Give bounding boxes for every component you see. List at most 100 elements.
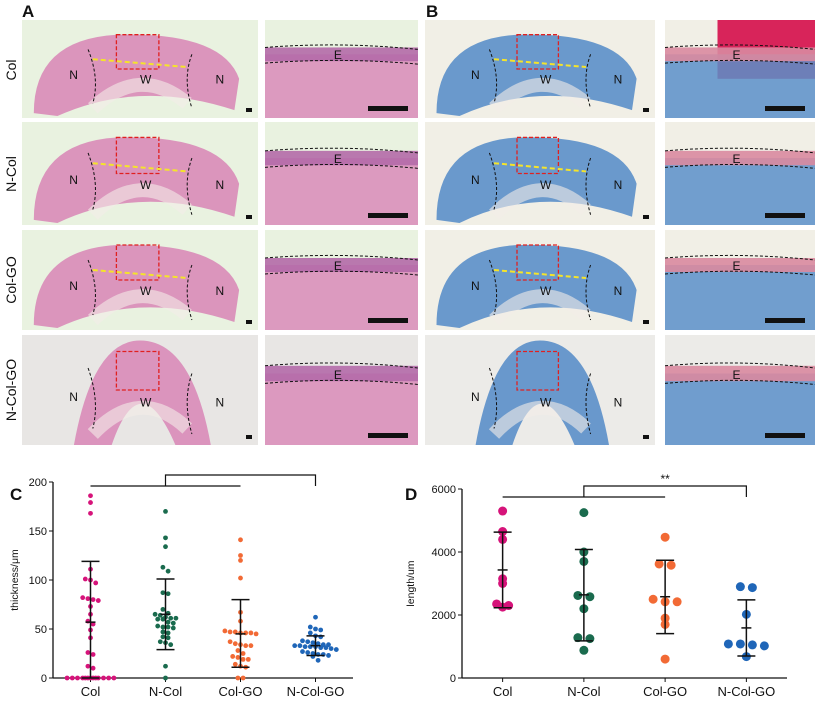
data-point (69, 675, 75, 681)
data-point (305, 650, 311, 655)
epidermis-boundary-top (265, 254, 418, 261)
epidermis-boundary-top (265, 44, 418, 50)
data-point (160, 590, 166, 596)
epidermis-boundary-top (665, 147, 815, 154)
data-point (88, 493, 93, 499)
data-point (307, 624, 313, 630)
epidermis-label: E (733, 259, 741, 273)
data-point (75, 675, 80, 681)
data-point (672, 597, 682, 607)
data-point (165, 635, 171, 641)
epidermis-boundary-bottom (265, 59, 418, 65)
data-point (85, 596, 91, 602)
masson-stain-closeup-image: E (665, 20, 815, 118)
chart-d-length: 0 2000 4000 6000 length/um Col N-Col Col-GO N-Co… (405, 472, 787, 699)
x-tick-label: Col-GO (218, 684, 262, 699)
masson-stain-closeup-image: E (665, 230, 815, 330)
normal-skin-label: N (216, 178, 225, 192)
x-tick-label: Col (493, 684, 513, 699)
wound-boundary-right (585, 54, 592, 109)
wound-boundary-left (87, 367, 96, 429)
data-point (160, 624, 166, 630)
wound-label: W (540, 396, 552, 410)
normal-skin-label: N (216, 284, 225, 298)
data-point (88, 500, 93, 505)
highlight-box (115, 350, 160, 391)
row-label-ncol: N-Col (3, 156, 19, 192)
dermis-region (489, 77, 591, 114)
data-point (222, 628, 228, 634)
data-point (240, 675, 246, 681)
scale-bar (643, 435, 649, 439)
dermis-region (488, 400, 591, 439)
row-label-col: Col (3, 59, 19, 81)
wound-boundary-left (488, 49, 498, 104)
data-point (232, 629, 238, 635)
data-point (240, 656, 246, 662)
y-tick-label: 0 (450, 673, 456, 685)
highlight-box (115, 244, 160, 281)
data-point (253, 631, 259, 637)
scale-bar (368, 318, 408, 323)
data-point (747, 640, 757, 650)
scale-bar (368, 106, 408, 111)
epidermis-label: E (733, 152, 741, 166)
data-point (326, 653, 331, 658)
y-tick-label: 0 (41, 673, 47, 685)
data-point (170, 620, 176, 626)
data-point (660, 532, 670, 542)
scale-bar (765, 433, 805, 438)
dermis-region (87, 400, 192, 439)
data-point (248, 643, 254, 649)
row-label-colgo: Col-GO (3, 256, 19, 304)
data-point (160, 629, 166, 635)
epidermis-boundary-top (665, 254, 815, 261)
wound-boundary-right (186, 157, 193, 215)
data-point (93, 580, 99, 586)
wound-length-arrow (493, 58, 587, 69)
epidermis-boundary-bottom (665, 270, 815, 276)
epidermis-region (265, 47, 418, 62)
data-point (232, 641, 238, 647)
epidermis-boundary-bottom (665, 379, 815, 385)
x-tick-label: N-Col (567, 684, 600, 699)
data-point (152, 611, 158, 617)
data-point (163, 663, 168, 669)
data-point (723, 639, 733, 649)
data-point (227, 639, 233, 645)
data-point (163, 675, 168, 681)
x-tick-label: N-Col-GO (717, 684, 775, 699)
x-tick-label: N-Col (149, 684, 182, 699)
epidermis-label: E (733, 48, 741, 62)
wound-boundary-left (87, 259, 96, 316)
epidermis-region (665, 258, 815, 272)
y-axis-label: length/um (405, 560, 417, 606)
data-point (85, 663, 91, 669)
epidermis-label: E (733, 368, 741, 382)
data-point (235, 648, 241, 653)
data-point (155, 616, 161, 622)
data-point (165, 591, 171, 597)
data-point (243, 643, 249, 649)
highlight-box (516, 34, 560, 70)
epidermis-region (265, 365, 418, 382)
wound-label: W (540, 73, 552, 87)
data-point (307, 630, 313, 636)
data-point (573, 633, 583, 643)
masson-stain-closeup-image: E (665, 335, 815, 445)
data-point (111, 675, 117, 681)
data-point (165, 624, 171, 630)
data-point (654, 559, 664, 569)
epidermis-label: E (334, 368, 342, 382)
data-point (666, 560, 676, 570)
epidermis-label: E (334, 48, 342, 62)
data-point (163, 535, 168, 541)
scale-bar (643, 320, 649, 324)
data-point (170, 625, 176, 631)
y-tick-label: 150 (29, 526, 47, 538)
epidermis-region (265, 150, 418, 166)
y-tick-label: 4000 (432, 547, 456, 559)
